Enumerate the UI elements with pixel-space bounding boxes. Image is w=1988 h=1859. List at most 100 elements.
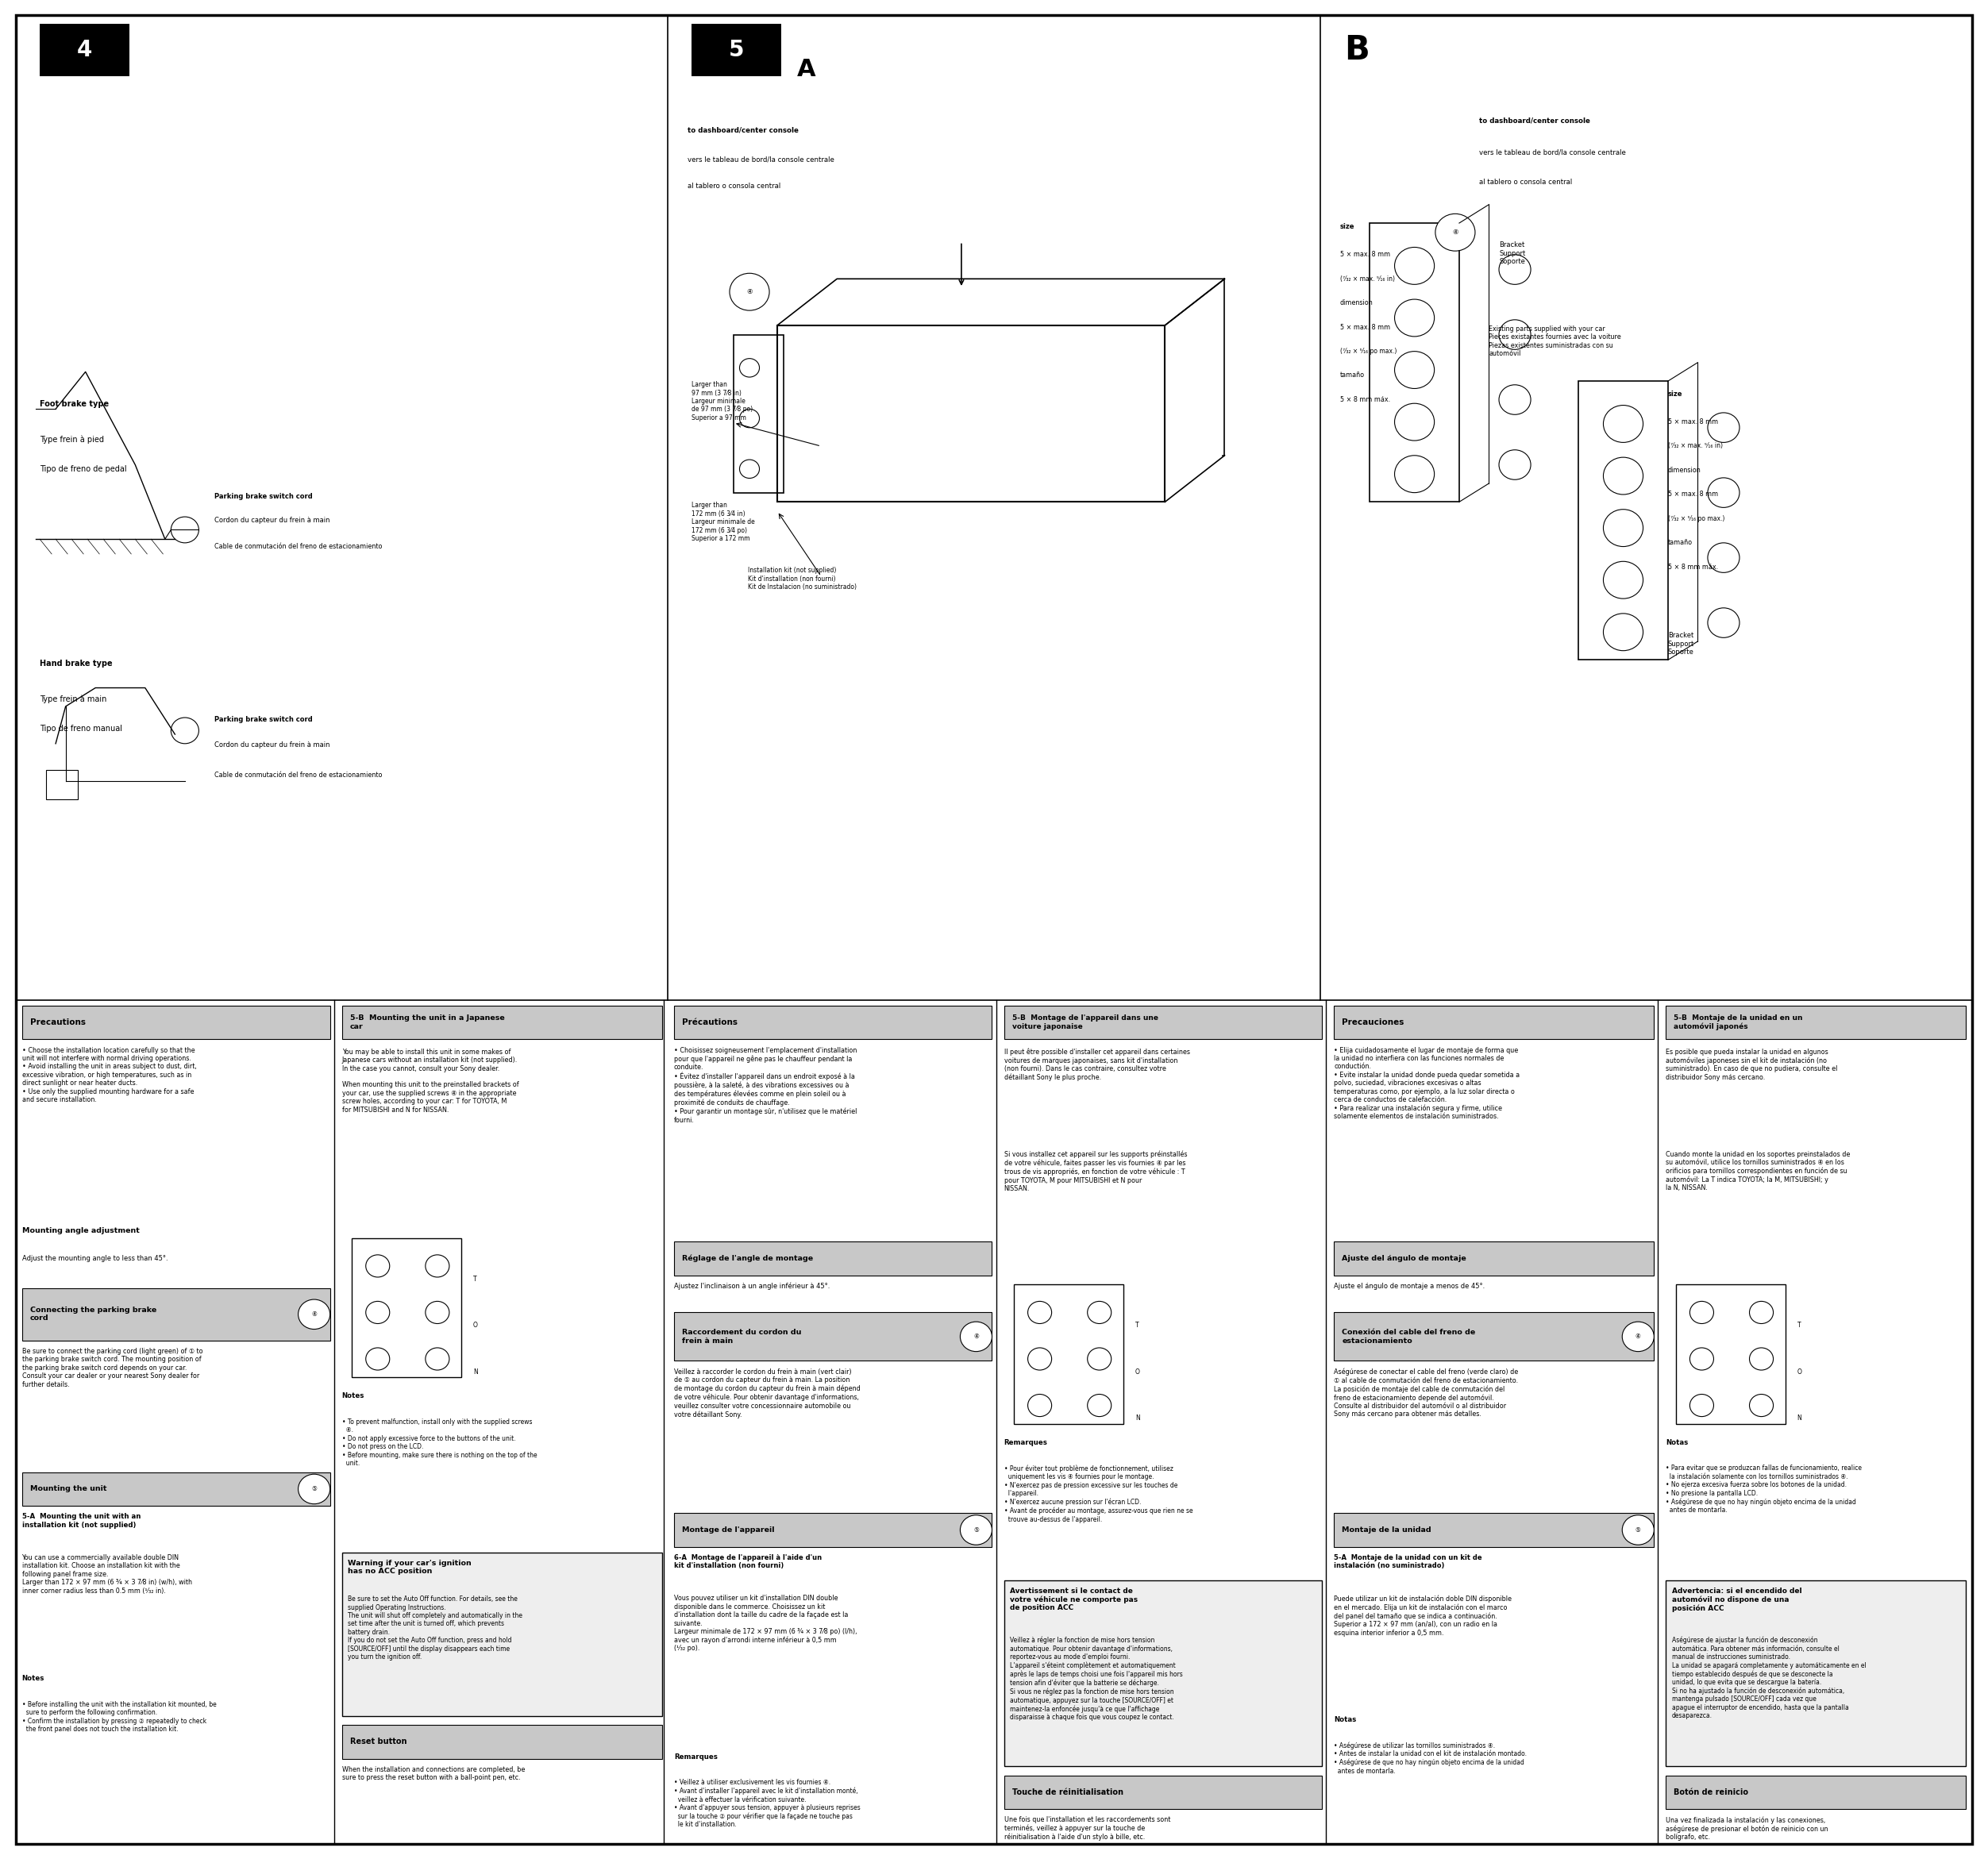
Text: tamaño: tamaño: [1668, 539, 1692, 547]
Text: ④: ④: [974, 1333, 978, 1340]
Bar: [342, 1725, 662, 1759]
Text: Remarques: Remarques: [1004, 1439, 1048, 1446]
Text: Conexión del cable del freno de
estacionamiento: Conexión del cable del freno de estacion…: [1342, 1329, 1475, 1344]
Text: 5 × max. 8 mm: 5 × max. 8 mm: [1340, 251, 1390, 258]
Bar: [734, 335, 783, 493]
Circle shape: [1087, 1394, 1111, 1417]
Text: dimension: dimension: [1340, 299, 1374, 307]
Text: Si vous installez cet appareil sur les supports préinstallés
de votre véhicule, : Si vous installez cet appareil sur les s…: [1004, 1151, 1187, 1192]
Text: • Elija cuidadosamente el lugar de montaje de forma que
la unidad no interfiera : • Elija cuidadosamente el lugar de monta…: [1334, 1047, 1521, 1121]
Text: Touche de réinitialisation: Touche de réinitialisation: [1012, 1788, 1123, 1796]
Circle shape: [1749, 1394, 1773, 1417]
Text: (⁷⁄₃₂ × max. ⁵⁄₁₆ in): (⁷⁄₃₂ × max. ⁵⁄₁₆ in): [1668, 442, 1724, 450]
Text: Puede utilizar un kit de instalación doble DIN disponible
en el mercado. Elija u: Puede utilizar un kit de instalación dob…: [1334, 1595, 1511, 1636]
Text: Type frein à pied: Type frein à pied: [40, 435, 103, 442]
Bar: [1578, 381, 1668, 660]
Bar: [1370, 223, 1459, 502]
Text: 5 × 8 mm máx.: 5 × 8 mm máx.: [1668, 563, 1718, 571]
Bar: [777, 325, 1165, 502]
Bar: [22, 1288, 330, 1340]
Text: ④: ④: [747, 288, 751, 296]
Text: Advertencia: si el encendido del
automóvil no dispone de una
posición ACC: Advertencia: si el encendido del automóv…: [1672, 1588, 1801, 1612]
Bar: [674, 1242, 992, 1275]
Text: Notas: Notas: [1666, 1439, 1688, 1446]
Circle shape: [1602, 457, 1642, 494]
Text: Type frein à main: Type frein à main: [40, 695, 107, 703]
Text: Veillez à raccorder le cordon du frein à main (vert clair)
de ① au cordon du cap: Veillez à raccorder le cordon du frein à…: [674, 1368, 861, 1418]
Bar: [1334, 1312, 1654, 1361]
Circle shape: [1499, 320, 1531, 349]
Circle shape: [730, 273, 769, 310]
Bar: [1666, 1775, 1966, 1809]
Circle shape: [740, 459, 759, 478]
Text: Bracket
Support
Soporte: Bracket Support Soporte: [1668, 632, 1694, 656]
Text: A: A: [797, 58, 815, 82]
Text: Aségúrese de ajustar la función de desconexión
automática. Para obtener más info: Aségúrese de ajustar la función de desco…: [1672, 1636, 1867, 1720]
Text: Ajuste el ángulo de montaje a menos de 45°.: Ajuste el ángulo de montaje a menos de 4…: [1334, 1283, 1485, 1290]
Circle shape: [1690, 1348, 1714, 1370]
Text: Notes: Notes: [22, 1675, 44, 1682]
Text: 5-B  Mounting the unit in a Japanese
car: 5-B Mounting the unit in a Japanese car: [350, 1015, 505, 1030]
Text: Mounting the unit: Mounting the unit: [30, 1485, 107, 1493]
Text: 5 × max. 8 mm: 5 × max. 8 mm: [1668, 418, 1718, 426]
Text: Warning if your car's ignition
has no ACC position: Warning if your car's ignition has no AC…: [348, 1560, 471, 1575]
Text: You can use a commercially available double DIN
installation kit. Choose an inst: You can use a commercially available dou…: [22, 1554, 191, 1595]
Text: Ajustez l'inclinaison à un angle inférieur à 45°.: Ajustez l'inclinaison à un angle inférie…: [674, 1283, 829, 1290]
Text: Montaje de la unidad: Montaje de la unidad: [1342, 1526, 1431, 1534]
Circle shape: [366, 1301, 390, 1324]
Text: ⑤: ⑤: [1636, 1526, 1640, 1534]
Text: Hand brake type: Hand brake type: [40, 660, 113, 667]
Circle shape: [1602, 613, 1642, 651]
Bar: [1014, 1285, 1123, 1424]
Text: O: O: [1135, 1368, 1139, 1376]
Bar: [46, 770, 78, 799]
Text: Vous pouvez utiliser un kit d'installation DIN double
disponible dans le commerc: Vous pouvez utiliser un kit d'installati…: [674, 1595, 857, 1653]
Text: Be sure to connect the parking cord (light green) of ① to
the parking brake swit: Be sure to connect the parking cord (lig…: [22, 1348, 203, 1389]
Text: Reset button: Reset button: [350, 1738, 408, 1746]
Bar: [352, 1238, 461, 1378]
Text: • Choose the installation location carefully so that the
unit will not interfere: • Choose the installation location caref…: [22, 1047, 197, 1102]
Bar: [22, 1472, 330, 1506]
Text: N: N: [1797, 1415, 1801, 1422]
Circle shape: [740, 409, 759, 428]
Text: Réglage de l'angle de montage: Réglage de l'angle de montage: [682, 1255, 813, 1262]
Text: Cordon du capteur du frein à main: Cordon du capteur du frein à main: [215, 742, 330, 749]
Circle shape: [1749, 1348, 1773, 1370]
Text: Avertissement si le contact de
votre véhicule ne comporte pas
de position ACC: Avertissement si le contact de votre véh…: [1010, 1588, 1137, 1612]
Text: (⁷⁄₃₂ × ⁵⁄₁₆ po max.): (⁷⁄₃₂ × ⁵⁄₁₆ po max.): [1340, 348, 1398, 355]
Circle shape: [1396, 455, 1433, 493]
Bar: [674, 1312, 992, 1361]
Text: ④: ④: [312, 1311, 316, 1318]
Circle shape: [1708, 543, 1740, 573]
Circle shape: [1708, 608, 1740, 638]
Circle shape: [425, 1255, 449, 1277]
Text: (⁷⁄₃₂ × ⁵⁄₁₆ po max.): (⁷⁄₃₂ × ⁵⁄₁₆ po max.): [1668, 515, 1726, 522]
Bar: [40, 24, 129, 76]
Text: • To prevent malfunction, install only with the supplied screws
  ④.
• Do not ap: • To prevent malfunction, install only w…: [342, 1418, 537, 1467]
Text: Tipo de freno de pedal: Tipo de freno de pedal: [40, 465, 127, 472]
Text: 6-A  Montage de l'appareil à l'aide d'un
kit d'installation (non fourni): 6-A Montage de l'appareil à l'aide d'un …: [674, 1554, 821, 1569]
Circle shape: [1708, 478, 1740, 508]
Text: Parking brake switch cord: Parking brake switch cord: [215, 493, 312, 500]
Text: Larger than
97 mm (3 7⁄8 in)
Largeur minimale
de 97 mm (3 7⁄8 po)
Superior a 97 : Larger than 97 mm (3 7⁄8 in) Largeur min…: [692, 381, 753, 422]
Bar: [342, 1006, 662, 1039]
Text: 5: 5: [730, 39, 744, 61]
Text: 5-A  Mounting the unit with an
installation kit (not supplied): 5-A Mounting the unit with an installati…: [22, 1513, 141, 1528]
Text: ④: ④: [1636, 1333, 1640, 1340]
Text: dimension: dimension: [1668, 467, 1702, 474]
Text: Veillez à régler la fonction de mise hors tension
automatique. Pour obtenir dava: Veillez à régler la fonction de mise hor…: [1010, 1636, 1183, 1721]
Circle shape: [1708, 413, 1740, 442]
Text: • Veillez à utiliser exclusivement les vis fournies ④.
• Avant d'installer l'app: • Veillez à utiliser exclusivement les v…: [674, 1779, 861, 1829]
Text: T: T: [1797, 1322, 1801, 1329]
Circle shape: [1622, 1515, 1654, 1545]
Text: ⑤: ⑤: [312, 1485, 316, 1493]
Circle shape: [1396, 403, 1433, 441]
Circle shape: [1499, 255, 1531, 284]
Circle shape: [1499, 450, 1531, 480]
Circle shape: [171, 517, 199, 543]
Text: 5-B  Montage de l'appareil dans une
voiture japonaise: 5-B Montage de l'appareil dans une voitu…: [1012, 1015, 1157, 1030]
Text: Remarques: Remarques: [674, 1753, 718, 1760]
Bar: [342, 1552, 662, 1716]
Text: Precauciones: Precauciones: [1342, 1019, 1404, 1026]
Text: • Choisissez soigneusement l'emplacement d'installation
pour que l'appareil ne g: • Choisissez soigneusement l'emplacement…: [674, 1047, 857, 1123]
